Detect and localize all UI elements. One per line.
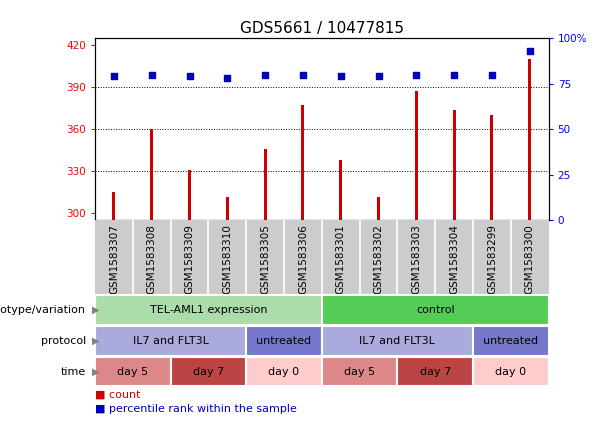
Point: [336, 73, 346, 80]
Bar: [473, 326, 549, 356]
Bar: [112, 192, 115, 220]
Text: GSM1583306: GSM1583306: [298, 224, 308, 294]
Text: day 0: day 0: [495, 367, 527, 376]
Bar: [264, 149, 267, 220]
Text: IL7 and FLT3L: IL7 and FLT3L: [359, 336, 435, 346]
Bar: [397, 220, 435, 294]
Bar: [226, 197, 229, 220]
Text: ▶: ▶: [92, 305, 99, 315]
Text: GSM1583308: GSM1583308: [147, 224, 157, 294]
Text: GSM1583301: GSM1583301: [336, 224, 346, 294]
Point: [147, 71, 156, 78]
Bar: [170, 220, 208, 294]
Text: day 7: day 7: [420, 367, 451, 376]
Bar: [377, 197, 380, 220]
Text: day 5: day 5: [117, 367, 148, 376]
Text: ■ percentile rank within the sample: ■ percentile rank within the sample: [95, 404, 297, 414]
Text: GSM1583307: GSM1583307: [109, 224, 119, 294]
Bar: [322, 326, 473, 356]
Text: IL7 and FLT3L: IL7 and FLT3L: [132, 336, 208, 346]
Bar: [473, 220, 511, 294]
Point: [449, 71, 459, 78]
Bar: [415, 91, 418, 220]
Text: GSM1583299: GSM1583299: [487, 224, 497, 294]
Text: ■ count: ■ count: [95, 389, 140, 399]
Bar: [246, 220, 284, 294]
Point: [525, 47, 535, 54]
Text: GSM1583310: GSM1583310: [223, 224, 232, 294]
Bar: [511, 220, 549, 294]
Bar: [170, 357, 246, 387]
Point: [411, 71, 421, 78]
Bar: [322, 295, 549, 325]
Bar: [435, 220, 473, 294]
Point: [373, 73, 384, 80]
Text: GSM1583304: GSM1583304: [449, 224, 459, 294]
Bar: [95, 295, 322, 325]
Bar: [302, 105, 305, 220]
Bar: [322, 357, 397, 387]
Bar: [246, 357, 322, 387]
Bar: [95, 220, 133, 294]
Bar: [322, 220, 360, 294]
Bar: [473, 357, 549, 387]
Text: GSM1583305: GSM1583305: [260, 224, 270, 294]
Bar: [188, 170, 191, 220]
Text: control: control: [416, 305, 455, 315]
Text: untreated: untreated: [256, 336, 311, 346]
Bar: [150, 129, 153, 220]
Bar: [528, 59, 531, 220]
Title: GDS5661 / 10477815: GDS5661 / 10477815: [240, 20, 404, 36]
Bar: [95, 326, 246, 356]
Text: GSM1583300: GSM1583300: [525, 224, 535, 294]
Text: day 7: day 7: [193, 367, 224, 376]
Point: [260, 71, 270, 78]
Bar: [208, 220, 246, 294]
Text: GSM1583303: GSM1583303: [411, 224, 421, 294]
Text: genotype/variation: genotype/variation: [0, 305, 86, 315]
Bar: [284, 220, 322, 294]
Text: GSM1583302: GSM1583302: [373, 224, 384, 294]
Bar: [360, 220, 397, 294]
Bar: [339, 160, 342, 220]
Bar: [452, 110, 455, 220]
Point: [185, 73, 194, 80]
Bar: [246, 326, 322, 356]
Point: [298, 71, 308, 78]
Bar: [490, 115, 493, 220]
Text: protocol: protocol: [40, 336, 86, 346]
Point: [487, 71, 497, 78]
Point: [109, 73, 119, 80]
Bar: [95, 357, 170, 387]
Text: untreated: untreated: [483, 336, 538, 346]
Text: ▶: ▶: [92, 367, 99, 376]
Bar: [133, 220, 170, 294]
Text: time: time: [61, 367, 86, 376]
Text: day 5: day 5: [344, 367, 375, 376]
Text: ▶: ▶: [92, 336, 99, 346]
Point: [223, 75, 232, 82]
Text: GSM1583309: GSM1583309: [185, 224, 194, 294]
Bar: [397, 357, 473, 387]
Text: TEL-AML1 expression: TEL-AML1 expression: [150, 305, 267, 315]
Text: day 0: day 0: [268, 367, 300, 376]
